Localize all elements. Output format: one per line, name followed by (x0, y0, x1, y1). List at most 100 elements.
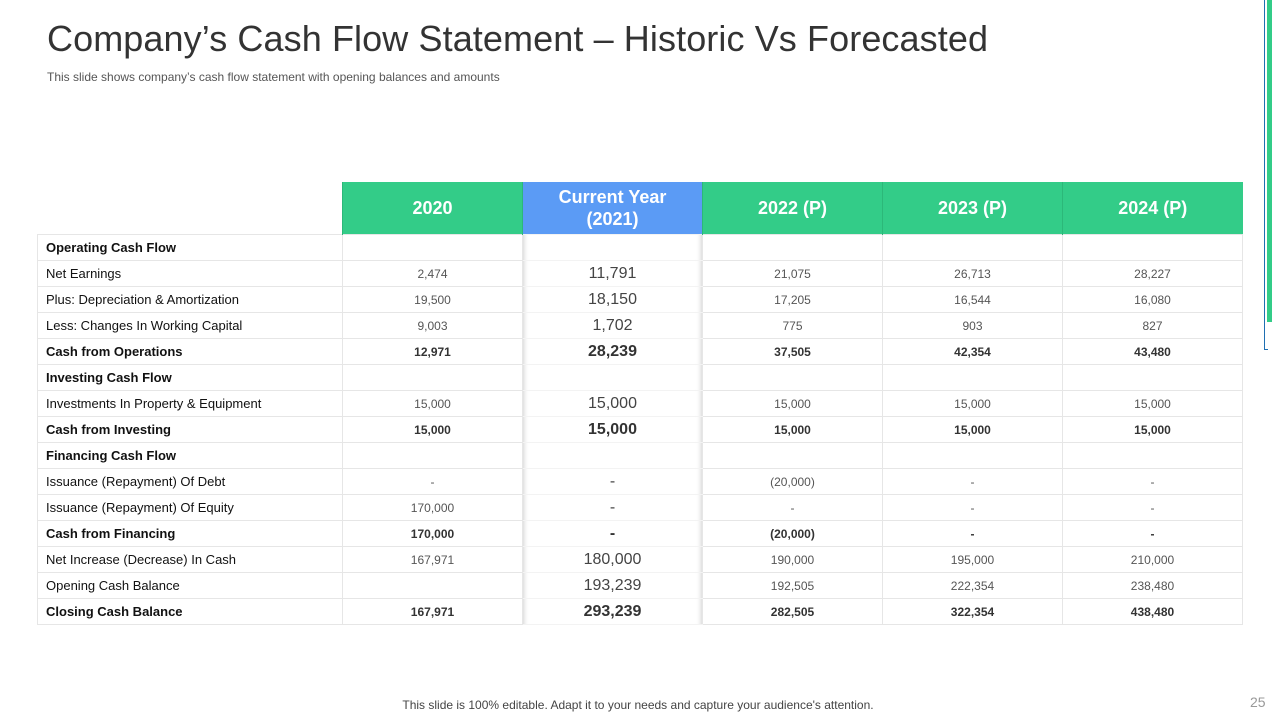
table-cell: 167,971 (342, 546, 523, 573)
table-cell: 903 (882, 312, 1063, 339)
table-cell: 170,000 (342, 494, 523, 521)
table-cell: 19,500 (342, 286, 523, 313)
accent-line (1264, 0, 1265, 350)
table-cell: 15,000 (882, 390, 1063, 417)
table-cell: 18,150 (522, 286, 703, 313)
header-current-year: Current Year (2021) (522, 182, 703, 235)
slide-subtitle: This slide shows company’s cash flow sta… (47, 70, 500, 84)
row-label: Issuance (Repayment) Of Debt (37, 468, 343, 495)
table-cell: 222,354 (882, 572, 1063, 599)
table-cell: 15,000 (1062, 416, 1243, 443)
table-cell: - (882, 494, 1063, 521)
table-cell: 15,000 (522, 390, 703, 417)
table-cell: 195,000 (882, 546, 1063, 573)
table-cell: 293,239 (522, 598, 703, 625)
table-cell: 26,713 (882, 260, 1063, 287)
table-row: Closing Cash Balance 167,971 293,239 282,50… (37, 598, 1243, 625)
table-cell: 827 (1062, 312, 1243, 339)
table-cell: 170,000 (342, 520, 523, 547)
page-number: 25 (1250, 694, 1266, 710)
table-cell: 12,971 (342, 338, 523, 365)
header-current-year-label: Current Year (2021) (558, 187, 667, 229)
header-2023: 2023 (P) (882, 182, 1063, 235)
table-cell (342, 364, 523, 391)
row-label: Plus: Depreciation & Amortization (37, 286, 343, 313)
row-label: Net Increase (Decrease) In Cash (37, 546, 343, 573)
table-row: Cash from Investing 15,000 15,000 15,000 15,… (37, 416, 1243, 443)
table-cell (1062, 234, 1243, 261)
table-cell: - (522, 494, 703, 521)
table-cell: 42,354 (882, 338, 1063, 365)
table-cell: 28,227 (1062, 260, 1243, 287)
table-row: Investments In Property & Equipment 15,00… (37, 390, 1243, 417)
header-2020: 2020 (342, 182, 523, 235)
table-cell: - (522, 520, 703, 547)
table-cell: 1,702 (522, 312, 703, 339)
table-cell: (20,000) (702, 520, 883, 547)
table-cell (702, 364, 883, 391)
header-blank-cell (37, 182, 343, 235)
slide-title: Company’s Cash Flow Statement – Historic… (47, 18, 989, 59)
table-cell: 775 (702, 312, 883, 339)
table-row: Financing Cash Flow (37, 442, 1243, 469)
table-cell: 192,505 (702, 572, 883, 599)
header-2022: 2022 (P) (702, 182, 883, 235)
table-cell (522, 442, 703, 469)
table-cell: 15,000 (342, 390, 523, 417)
header-2024: 2024 (P) (1062, 182, 1243, 235)
row-label: Opening Cash Balance (37, 572, 343, 599)
table-cell: 167,971 (342, 598, 523, 625)
table-cell: - (882, 468, 1063, 495)
row-label: Cash from Investing (37, 416, 343, 443)
row-label: Less: Changes In Working Capital (37, 312, 343, 339)
row-label: Operating Cash Flow (37, 234, 343, 261)
table-cell (882, 442, 1063, 469)
table-cell: 16,544 (882, 286, 1063, 313)
table-cell: 17,205 (702, 286, 883, 313)
table-row: Operating Cash Flow (37, 234, 1243, 261)
table-cell: (20,000) (702, 468, 883, 495)
table-row: Cash from Operations 12,971 28,239 37,505 42… (37, 338, 1243, 365)
table-cell: 37,505 (702, 338, 883, 365)
table-cell: - (882, 520, 1063, 547)
table-cell: 238,480 (1062, 572, 1243, 599)
table-row: Plus: Depreciation & Amortization 19,500 1… (37, 286, 1243, 313)
row-label: Issuance (Repayment) Of Equity (37, 494, 343, 521)
table-cell: 190,000 (702, 546, 883, 573)
row-label: Net Earnings (37, 260, 343, 287)
table-row: Cash from Financing 170,000- (20,000) - - (37, 520, 1243, 547)
table-cell (342, 442, 523, 469)
table-cell: 21,075 (702, 260, 883, 287)
table-cell (882, 234, 1063, 261)
table-cell: 15,000 (702, 390, 883, 417)
table-cell: 15,000 (1062, 390, 1243, 417)
table-cell: 210,000 (1062, 546, 1243, 573)
table-cell: 11,791 (522, 260, 703, 287)
row-label: Closing Cash Balance (37, 598, 343, 625)
accent-bar (1267, 0, 1272, 322)
footer-note: This slide is 100% editable. Adapt it to… (402, 698, 874, 712)
row-label: Investing Cash Flow (37, 364, 343, 391)
table-cell: 15,000 (702, 416, 883, 443)
table-cell: 15,000 (522, 416, 703, 443)
table-cell (522, 234, 703, 261)
row-label: Financing Cash Flow (37, 442, 343, 469)
table-cell (882, 364, 1063, 391)
table-cell (1062, 442, 1243, 469)
table-cell: - (522, 468, 703, 495)
table-cell (522, 364, 703, 391)
table-row: Net Earnings 2,474 11,791 21,075 26,713 28,22… (37, 260, 1243, 287)
cash-flow-table: 2020 Current Year (2021) 2022 (P) 2023 (… (37, 182, 1243, 625)
table-cell: 2,474 (342, 260, 523, 287)
table-cell: 15,000 (882, 416, 1063, 443)
table-row: Net Increase (Decrease) In Cash 167,971 18… (37, 546, 1243, 573)
table-cell: 28,239 (522, 338, 703, 365)
table-row: Less: Changes In Working Capital 9,003 1,7… (37, 312, 1243, 339)
table-row: Issuance (Repayment) Of Debt - - (20,000) - - (37, 468, 1243, 495)
table-cell: 43,480 (1062, 338, 1243, 365)
table-cell (1062, 364, 1243, 391)
table-header-row: 2020 Current Year (2021) 2022 (P) 2023 (… (37, 182, 1243, 235)
accent-tick (1264, 349, 1268, 350)
table-cell: - (1062, 494, 1243, 521)
table-row: Investing Cash Flow (37, 364, 1243, 391)
